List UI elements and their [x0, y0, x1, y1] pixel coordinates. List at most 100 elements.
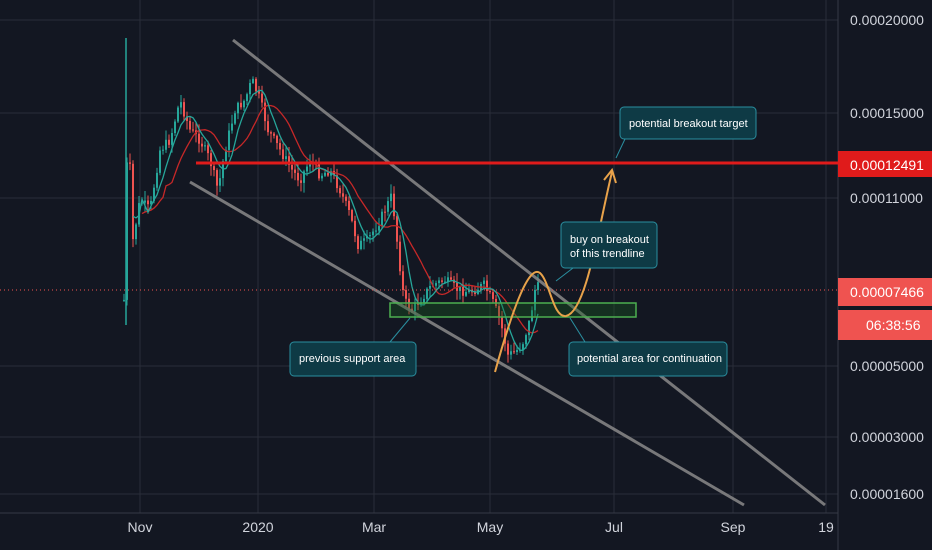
callout-breakout-target[interactable]: potential breakout target [615, 106, 757, 159]
candle-body [336, 175, 338, 189]
candle-body [414, 302, 416, 312]
candle-body [168, 139, 170, 145]
callout-previous-support-text: previous support area [299, 353, 406, 365]
candle-body [159, 150, 161, 173]
candle-body [291, 164, 293, 170]
candle-body [435, 283, 437, 286]
candle-body [393, 193, 395, 217]
candle-body [303, 171, 305, 183]
candle-body [372, 231, 374, 236]
candle-body [381, 211, 383, 227]
candle-body [324, 172, 326, 176]
candle-body [483, 280, 485, 284]
candle-body [123, 299, 125, 301]
candle-body [147, 200, 149, 205]
candle-body [213, 166, 215, 171]
candle-body [156, 172, 158, 188]
lower-trendline[interactable] [189, 180, 745, 507]
upper-trendline[interactable] [232, 38, 826, 507]
candle-body [180, 102, 182, 108]
candle-body [357, 236, 359, 250]
x-tick-label: 2020 [242, 519, 273, 535]
candle-body [141, 202, 143, 204]
candle-body [429, 285, 431, 289]
candle-body [465, 292, 467, 296]
candle-body [240, 102, 242, 108]
candle-body [417, 302, 419, 306]
candle-body [447, 277, 449, 282]
candle-body [468, 289, 470, 293]
candle-body [198, 133, 200, 144]
candle-body [384, 211, 386, 213]
candle-body [534, 289, 536, 311]
callout-continuation-text: potential area for continuation [577, 353, 722, 365]
candle-body [297, 172, 299, 181]
candle-body [243, 100, 245, 108]
x-tick-label: Jul [605, 519, 623, 535]
candle-body [258, 91, 260, 94]
candle-body [132, 163, 134, 240]
candle-body [255, 78, 257, 92]
candle-body [333, 170, 335, 176]
candle-body [201, 143, 203, 147]
candle-body [144, 200, 146, 203]
price-axis[interactable]: 0.00020000 0.00015000 0.00011000 0.00005000… [850, 12, 924, 502]
time-axis[interactable]: Nov 2020 Mar May Jul Sep 19 [128, 519, 834, 535]
candle-body [237, 102, 239, 114]
candle-body [423, 298, 425, 303]
candle-body [294, 169, 296, 173]
candle-body [174, 121, 176, 134]
candle-body [375, 230, 377, 232]
candle-body [129, 162, 131, 164]
candle-body [249, 83, 251, 95]
x-tick-label: Mar [362, 519, 386, 535]
y-tick-label: 0.00005000 [850, 358, 924, 374]
candle-body [282, 149, 284, 160]
callout-breakout-target-text: potential breakout target [629, 118, 748, 130]
candle-body [192, 129, 194, 131]
candle-body [318, 164, 320, 179]
last-price-badge: 0.00007466 [838, 278, 932, 306]
candle-body [441, 280, 443, 282]
candle-body [363, 238, 365, 241]
y-tick-label: 0.00003000 [850, 429, 924, 445]
candle-body [402, 271, 404, 291]
candle-body [390, 193, 392, 202]
candle-body [216, 170, 218, 186]
candle-body [531, 310, 533, 321]
candle-body [339, 188, 341, 194]
candle-body [252, 78, 254, 84]
countdown-badge: 06:38:56 [838, 310, 932, 340]
candle-body [321, 175, 323, 179]
candle-body [360, 240, 362, 250]
y-tick-label: 0.00001600 [850, 486, 924, 502]
candle-body [177, 107, 179, 122]
candle-body [450, 277, 452, 280]
candle-body [162, 149, 164, 151]
candle-body [210, 153, 212, 167]
candle-body [492, 292, 494, 299]
candle-body [474, 292, 476, 294]
candle-body [228, 130, 230, 150]
candle-body [207, 145, 209, 154]
support-area-box[interactable] [389, 302, 637, 318]
candle-body [126, 162, 128, 300]
candle-body [444, 281, 446, 283]
candle-body [276, 135, 278, 144]
callout-buy-breakout[interactable]: buy on breakout of this trendline [555, 221, 658, 282]
candle-body [498, 306, 500, 317]
moving-averages [132, 89, 539, 351]
candle-body [399, 241, 401, 272]
candle-body [165, 139, 167, 150]
y-tick-label: 0.00015000 [850, 105, 924, 121]
candle-body [285, 156, 287, 160]
candle-body [510, 351, 512, 355]
x-tick-label: 19 [818, 519, 834, 535]
resistance-price-badge: 0.00012491 [838, 151, 932, 177]
candle-body [267, 121, 269, 133]
callout-previous-support[interactable]: previous support area [289, 317, 417, 377]
candle-body [150, 200, 152, 205]
candle-body [378, 226, 380, 231]
callout-continuation[interactable]: potential area for continuation [568, 317, 728, 377]
